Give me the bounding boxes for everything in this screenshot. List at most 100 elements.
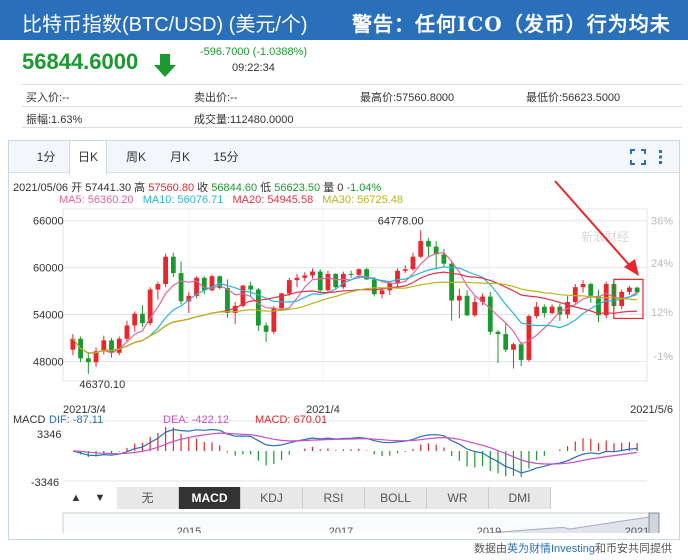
candle-body [418, 241, 424, 257]
ohlc-readout: 2021/05/06 开 57441.30 高 57560.80 收 56844… [13, 179, 381, 195]
candle-body [263, 325, 269, 332]
macd-label: MACD [13, 414, 45, 426]
candle-body [155, 284, 161, 290]
candle-body [294, 277, 300, 281]
stats-row: 振幅:1.63% 成交量:112480.0000 [22, 106, 682, 128]
x-axis-label: 2021/4 [306, 404, 340, 416]
tab-weekly[interactable]: 周K [125, 150, 146, 164]
candle-body [371, 279, 377, 295]
candle-body [472, 302, 478, 316]
candle-body [441, 254, 447, 264]
nav-up-button[interactable]: ▲ [70, 492, 82, 504]
open-label: 开 [71, 182, 83, 194]
open-value: 57441.30 [85, 182, 132, 194]
candle-body [240, 285, 246, 306]
title-bar: 比特币指数(BTC/USD) (美元/个) 警告：任何ICO（发币）行为均未 [0, 0, 688, 40]
indicator-none[interactable]: 无 [117, 487, 179, 509]
candle-body [140, 313, 145, 324]
pct-value: -1.04% [346, 182, 382, 194]
indicator-macd[interactable]: MACD [179, 487, 241, 509]
ma10-line [72, 266, 638, 354]
indicator-rsi[interactable]: RSI [303, 487, 365, 509]
candle-body [426, 241, 431, 247]
candlestick-chart[interactable]: 6600060000540004800036%24%12%-1%新浪财经6477… [9, 141, 679, 533]
macd-top-tick: 3346 [37, 429, 61, 441]
plot-frame [62, 208, 648, 382]
candle-body [541, 306, 547, 313]
high-price: 最高价:57560.8000 [360, 92, 455, 104]
candle-body [101, 340, 107, 352]
dea-line [72, 432, 638, 465]
candle-body [348, 273, 354, 275]
high-value: 57560.80 [148, 182, 195, 194]
highlight-box [613, 278, 644, 320]
candle-body [464, 295, 470, 316]
navigator-year-label: 2015 [177, 526, 201, 533]
candle-body [379, 290, 385, 295]
warning-marquee: 警告：任何ICO（发币）行为均未 [352, 12, 671, 36]
tab-15min[interactable]: 15分 [213, 150, 239, 164]
chart-panel: 1分 日K 周K 月K 15分 2021/05/06 开 57441.30 高 … [8, 140, 680, 540]
candle-body [603, 284, 609, 316]
tab-1min[interactable]: 1分 [36, 150, 56, 164]
candle-body [201, 277, 207, 291]
stats-row: 买入价:-- 卖出价:-- 最高价:57560.8000 最低价:56623.5… [22, 84, 682, 106]
indicator-wr[interactable]: WR [427, 487, 489, 509]
macd-bottom-tick: -3346 [31, 477, 59, 489]
candle-body [364, 269, 369, 280]
candle-body [124, 325, 130, 339]
macd-value: MACD: 670.01 [255, 414, 327, 426]
low-price: 最低价:56623.5000 [526, 92, 621, 104]
candle-body [588, 284, 594, 296]
bid-price: 买入价:-- [26, 92, 70, 104]
candle-body [170, 256, 176, 274]
fullscreen-icon[interactable] [629, 148, 647, 166]
ma30-value: MA30: 56725.48 [322, 194, 404, 206]
candle-body [480, 296, 485, 303]
candle-body [395, 270, 400, 283]
ma30-line [72, 281, 638, 354]
period-tabs: 1分 日K 周K 月K 15分 [9, 141, 679, 174]
ma20-value: MA20: 54945.58 [232, 194, 314, 206]
arrow-down-icon [154, 54, 176, 77]
navigator-year-label: 2019 [477, 526, 501, 533]
candle-body [433, 246, 439, 255]
candle-body [70, 338, 76, 350]
candle-body [627, 287, 632, 292]
candle-body [109, 340, 114, 353]
ask-price: 卖出价:-- [194, 92, 238, 104]
x-axis-label: 2021/3/4 [63, 404, 106, 416]
close-value: 56844.60 [211, 182, 258, 194]
price-change: -596.7000 (-1.0388%) [200, 46, 308, 58]
candle-body [580, 284, 586, 288]
x-axis-label: 2021/5/6 [630, 404, 673, 416]
nav-down-button[interactable]: ▼ [94, 492, 106, 504]
high-label: 高 [134, 182, 146, 194]
candle-body [225, 287, 230, 313]
low-value: 56623.50 [274, 182, 321, 194]
volume: 成交量:112480.0000 [194, 114, 294, 126]
tab-daily[interactable]: 日K [69, 141, 107, 174]
candle-body [572, 287, 578, 303]
candle-body [209, 276, 215, 291]
candle-body [511, 344, 516, 350]
candle-body [286, 280, 292, 294]
y-tick-label: 48000 [33, 356, 64, 368]
indicator-kdj[interactable]: KDJ [241, 487, 303, 509]
quote-row: 56844.6000 -596.7000 (-1.0388%) 09:22:34 [0, 40, 688, 84]
indicator-boll[interactable]: BOLL [365, 487, 427, 509]
quote-time: 09:22:34 [232, 62, 275, 74]
candle-body [255, 289, 261, 326]
navigator-handle [648, 512, 660, 533]
low-label: 低 [260, 182, 272, 194]
indicator-dmi[interactable]: DMI [489, 487, 551, 509]
close-label: 收 [197, 182, 209, 194]
ma5-line [72, 251, 638, 354]
candle-body [279, 293, 284, 309]
candle-body [402, 269, 408, 271]
tab-monthly[interactable]: 月K [169, 150, 190, 164]
candle-body [356, 269, 362, 275]
source-brand-link[interactable]: 英为财情Investing [506, 543, 595, 555]
red-arrow-line [554, 180, 632, 268]
settings-icon[interactable] [656, 148, 674, 166]
